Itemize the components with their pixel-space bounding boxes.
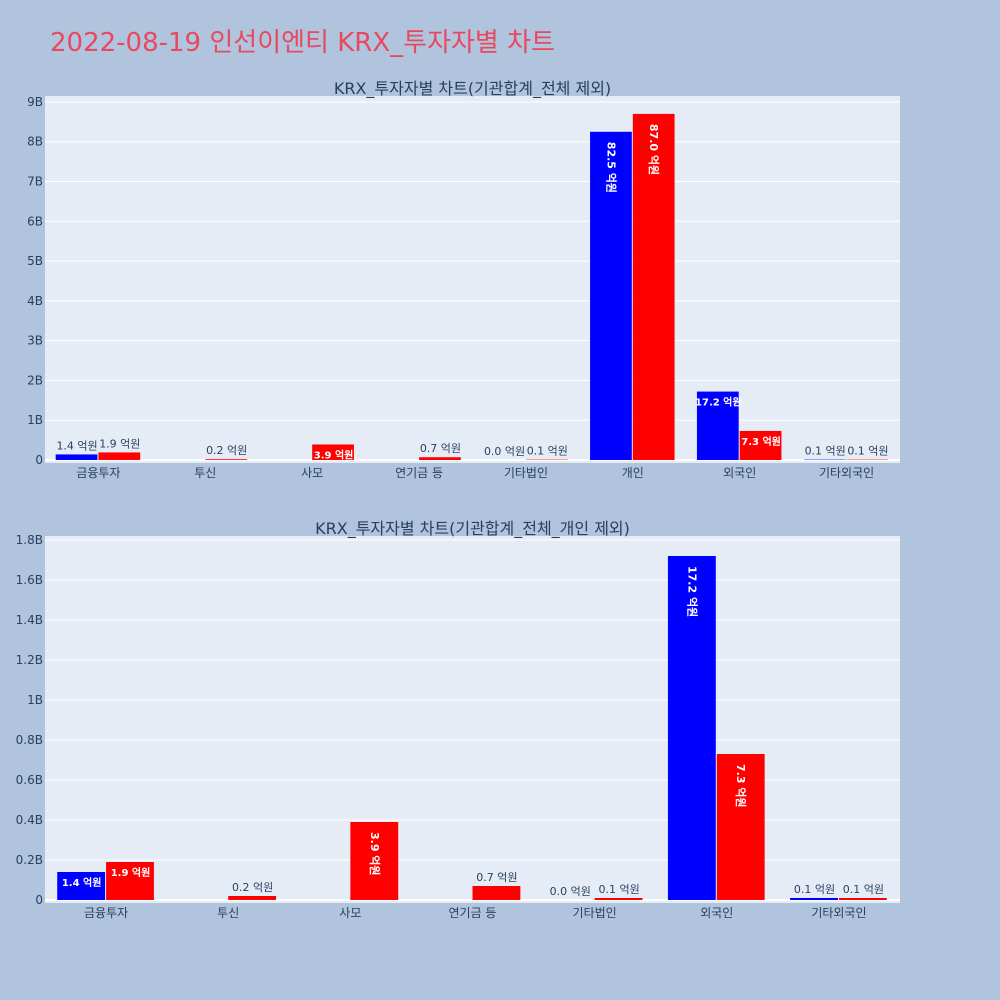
bar (590, 131, 632, 460)
x-tick-label: 금융투자 (76, 466, 120, 480)
x-tick-label: 외국인 (723, 466, 756, 480)
x-tick-label: 기타법인 (504, 466, 548, 480)
bar (350, 822, 399, 900)
bar-label: 17.2 억원 (695, 396, 742, 409)
bar (632, 113, 675, 460)
y-tick-label: 0.6B (16, 773, 43, 787)
y-tick-label: 2B (27, 373, 43, 387)
bar-label: 3.9 억원 (314, 448, 354, 461)
x-tick-label: 기타외국인 (819, 466, 874, 480)
bar-label: 0.0 억원 (484, 445, 525, 458)
bar-label: 7.3 억원 (734, 764, 748, 808)
bar (228, 896, 277, 900)
bar (594, 898, 643, 900)
x-tick-label: 투신 (217, 906, 239, 920)
plot-area (45, 96, 900, 463)
y-tick-label: 1B (27, 693, 43, 707)
bar (472, 886, 521, 900)
page-title: 2022-08-19 인선이엔티 KRX_투자자별 차트 (50, 28, 555, 58)
x-tick-label: 투신 (194, 466, 216, 480)
y-tick-label: 1.8B (16, 533, 43, 547)
bar (419, 457, 461, 460)
y-tick-label: 4B (27, 294, 43, 308)
bar-label: 1.9 억원 (111, 866, 151, 879)
bar (312, 444, 354, 460)
bar-label: 0.1 억원 (598, 883, 639, 896)
bar-label: 1.9 억원 (99, 437, 140, 450)
bar-label: 0.1 억원 (805, 445, 846, 458)
x-tick-label: 연기금 등 (395, 466, 443, 480)
y-tick-label: 5B (27, 254, 43, 268)
bar (205, 459, 248, 460)
bar-label: 0.2 억원 (206, 444, 247, 457)
y-tick-label: 9B (27, 95, 43, 109)
bar (716, 754, 765, 900)
y-tick-label: 3B (27, 334, 43, 348)
bar (838, 898, 887, 900)
x-tick-label: 사모 (339, 906, 361, 920)
chart-2: KRX_투자자별 차트(기관합계_전체_개인 제외) 0 0.2B 0.4B 0.6B 0… (16, 519, 900, 920)
bar-label: 0.1 억원 (794, 883, 835, 896)
x-tick-label: 기타법인 (573, 906, 617, 920)
bar-label: 1.4 억원 (62, 876, 102, 889)
bar (696, 391, 739, 460)
x-tick-label: 외국인 (700, 906, 733, 920)
bar (667, 556, 716, 900)
y-tick-label: 1.6B (16, 573, 43, 587)
chart-title: KRX_투자자별 차트(기관합계_전체 제외) (334, 79, 611, 99)
y-tick-label: 0 (35, 893, 43, 907)
bar-label: 17.2 억원 (685, 566, 699, 617)
bar (739, 430, 782, 460)
bar-label: 1.4 억원 (56, 439, 97, 452)
bar-label: 0.2 억원 (232, 881, 273, 894)
bar (790, 898, 838, 900)
bar (57, 872, 106, 900)
x-tick-label: 기타외국인 (811, 906, 866, 920)
bar-label: 3.9 억원 (368, 832, 382, 876)
chart-title: KRX_투자자별 차트(기관합계_전체_개인 제외) (315, 519, 630, 539)
bar (98, 452, 141, 460)
bar-label: 0.1 억원 (847, 445, 888, 458)
x-tick-label: 연기금 등 (449, 906, 497, 920)
y-tick-label: 0.2B (16, 853, 43, 867)
bar-label: 0.7 억원 (476, 871, 517, 884)
bar-label: 82.5 억원 (604, 142, 618, 193)
chart-1: KRX_투자자별 차트(기관합계_전체 제외) 0 1B 2B 3B 4B 5B 6B 7B 8B… (27, 79, 900, 480)
bar (55, 454, 98, 460)
y-tick-label: 0 (35, 453, 43, 467)
y-tick-label: 7B (27, 175, 43, 189)
y-tick-label: 0.8B (16, 733, 43, 747)
bar-label: 0.7 억원 (420, 442, 461, 455)
bar-label: 0.1 억원 (843, 883, 884, 896)
x-tick-label: 사모 (301, 466, 323, 480)
bar-label: 7.3 억원 (741, 435, 781, 448)
x-tick-label: 개인 (622, 466, 644, 480)
bar-label: 87.0 억원 (647, 124, 661, 175)
y-tick-label: 1.2B (16, 653, 43, 667)
bar-label: 0.0 억원 (550, 885, 591, 898)
y-tick-label: 1B (27, 413, 43, 427)
bar-label: 0.1 억원 (527, 445, 568, 458)
y-tick-label: 6B (27, 214, 43, 228)
bar (106, 862, 154, 900)
y-tick-label: 1.4B (16, 613, 43, 627)
plot-area (45, 536, 900, 903)
y-tick-label: 8B (27, 135, 43, 149)
x-tick-label: 금융투자 (84, 906, 128, 920)
y-tick-label: 0.4B (16, 813, 43, 827)
